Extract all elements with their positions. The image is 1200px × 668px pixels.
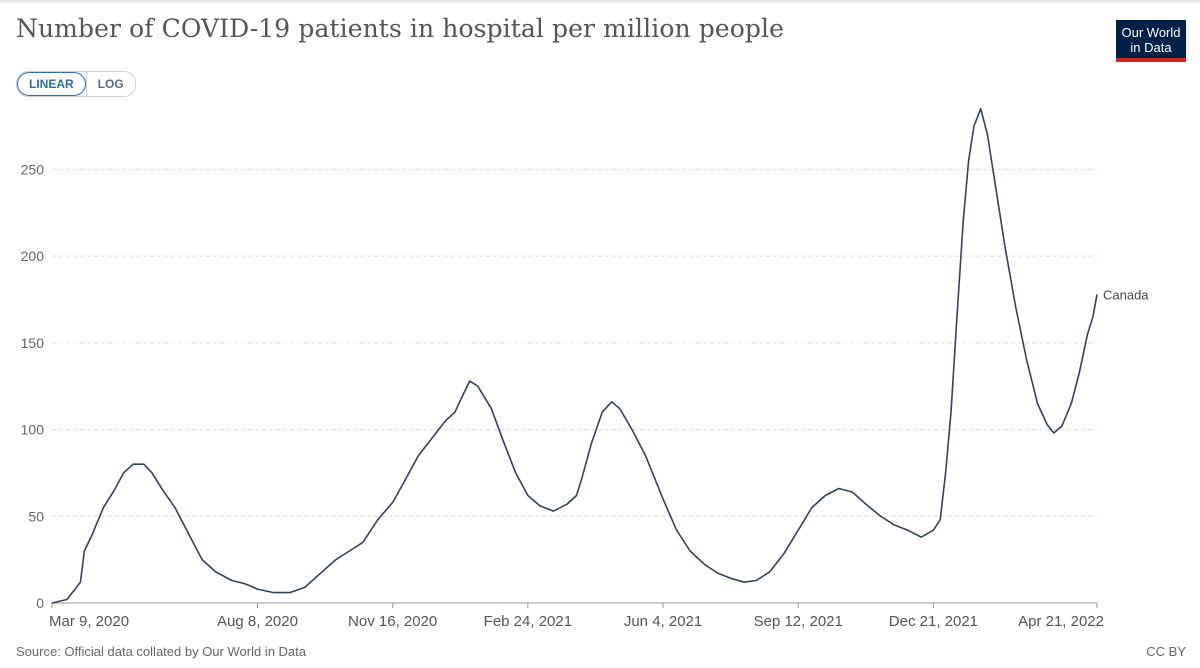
top-border [0, 0, 1200, 3]
y-axis-ticks: 0 50 100 150 200 250 [21, 161, 45, 611]
x-tick-label: Mar 9, 2020 [49, 613, 129, 630]
grid-lines [52, 168, 1097, 517]
owid-logo[interactable]: Our World in Data [1116, 20, 1186, 62]
x-axis: Mar 9, 2020 Aug 8, 2020 Nov 16, 2020 Feb 24… [49, 602, 1104, 630]
x-tick-label: Apr 21, 2022 [1018, 613, 1104, 630]
x-tick-label: Dec 21, 2021 [889, 613, 978, 630]
license-link[interactable]: CC BY [1146, 644, 1186, 659]
chart-title: Number of COVID-19 patients in hospital … [16, 14, 784, 43]
y-tick-label: 50 [28, 508, 44, 524]
x-tick-label: Aug 8, 2020 [217, 613, 298, 630]
series-label: Canada [1103, 287, 1149, 302]
y-tick-label: 0 [36, 595, 44, 611]
source-note: Source: Official data collated by Our Wo… [16, 644, 306, 659]
x-tick-label: Jun 4, 2021 [624, 613, 702, 630]
y-tick-label: 250 [21, 161, 45, 177]
linear-scale-button[interactable]: LINEAR [17, 72, 86, 96]
logo-line-2: in Data [1130, 40, 1172, 55]
x-tick-label: Sep 12, 2021 [754, 613, 843, 630]
logo-line-1: Our World [1121, 25, 1181, 40]
y-tick-label: 150 [21, 335, 45, 351]
series-line-canada[interactable] [51, 107, 1098, 604]
y-tick-label: 200 [21, 248, 45, 264]
scale-toggle: LINEAR LOG [16, 71, 136, 97]
x-tick-label: Feb 24, 2021 [484, 613, 572, 630]
x-tick-label: Nov 16, 2020 [348, 613, 437, 630]
series-lines: Canada [51, 107, 1149, 604]
logo-accent-bar [1116, 58, 1186, 62]
y-tick-label: 100 [21, 422, 45, 438]
log-scale-button[interactable]: LOG [85, 72, 135, 96]
